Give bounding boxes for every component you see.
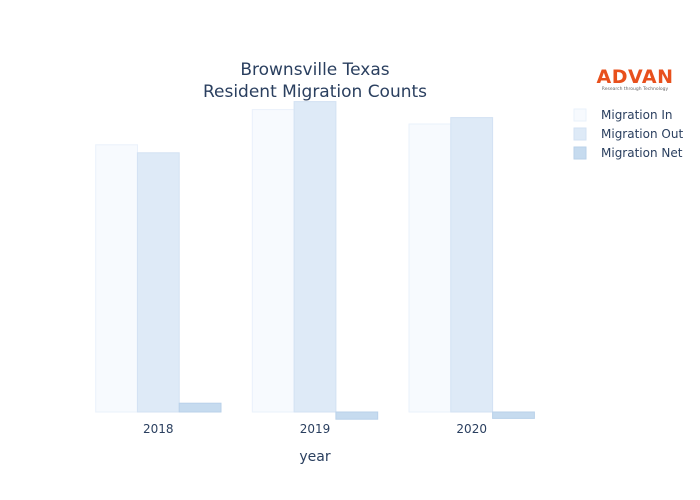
- legend-swatch: [573, 108, 587, 122]
- legend-label: Migration Net: [601, 146, 683, 160]
- chart-title-line-2: Resident Migration Counts: [203, 82, 427, 102]
- bar-marks: [95, 101, 535, 420]
- bar-migration-in-2020[interactable]: [408, 123, 452, 413]
- x-axis-title: year: [299, 449, 330, 465]
- legend-item-migration-in[interactable]: Migration In: [573, 108, 673, 122]
- legend-item-migration-net[interactable]: Migration Net: [573, 146, 683, 160]
- bar-migration-out-2018[interactable]: [136, 152, 180, 413]
- legend[interactable]: Migration In Migration Out Migration Net: [573, 108, 683, 160]
- bar-migration-out-2020[interactable]: [450, 117, 494, 413]
- bar-migration-net-2020[interactable]: [492, 411, 535, 419]
- legend-swatch: [573, 146, 587, 160]
- chart-title: Brownsville Texas Resident Migration Cou…: [203, 60, 427, 102]
- legend-label: Migration Out: [601, 127, 683, 141]
- x-tick-label: 2018: [143, 422, 174, 436]
- legend-item-migration-out[interactable]: Migration Out: [573, 127, 683, 141]
- bar-migration-net-2019[interactable]: [335, 411, 379, 420]
- chart-title-line-1: Brownsville Texas: [240, 60, 389, 80]
- logo-tagline: Research through Technology: [602, 86, 669, 92]
- bar-migration-net-2018[interactable]: [178, 402, 222, 413]
- bar-migration-in-2018[interactable]: [95, 144, 138, 413]
- legend-swatch: [573, 127, 587, 141]
- x-tick-label: 2020: [456, 422, 487, 436]
- x-axis-ticks: 2018 2019 2020: [143, 422, 487, 436]
- x-tick-label: 2019: [300, 422, 331, 436]
- advan-logo: ADVAN Research through Technology: [597, 66, 674, 92]
- legend-label: Migration In: [601, 108, 673, 122]
- logo-name: ADVAN: [597, 66, 674, 88]
- bar-migration-out-2019[interactable]: [293, 101, 337, 413]
- bar-migration-in-2019[interactable]: [251, 109, 295, 413]
